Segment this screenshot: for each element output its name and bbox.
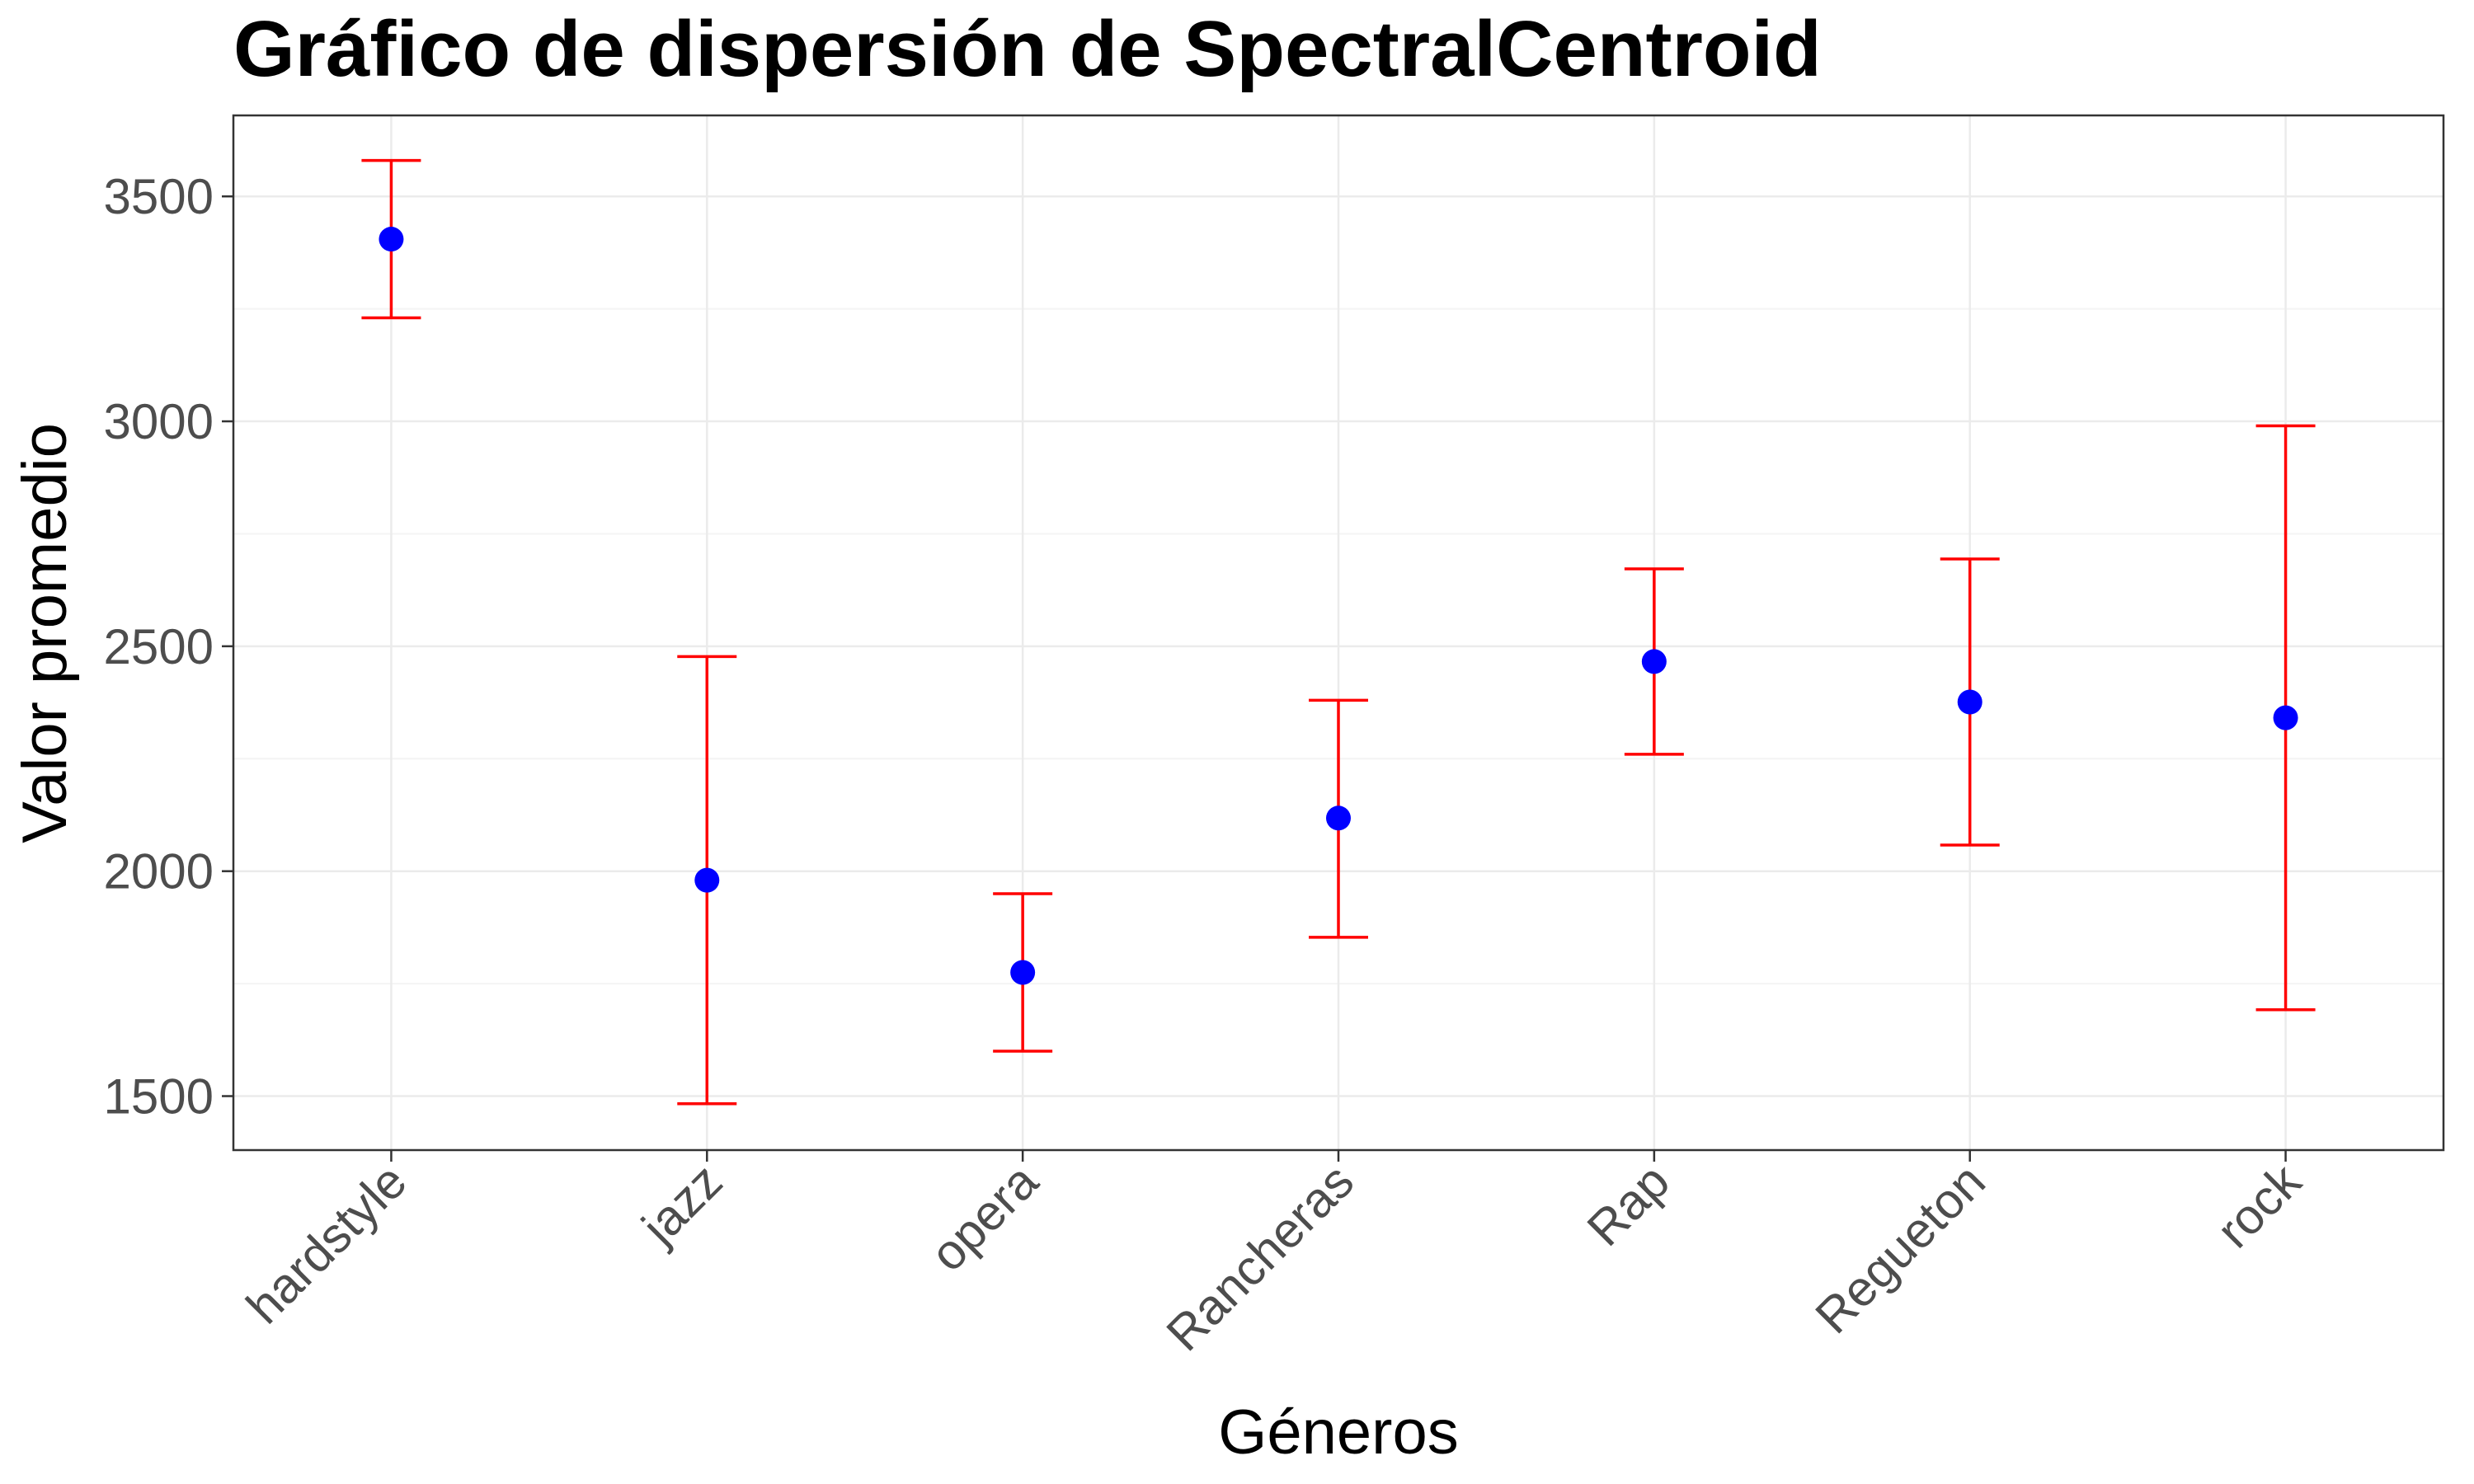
x-tick-label: Rancheras [1156,1153,1365,1362]
data-point [694,867,720,893]
x-tick-label: jazz [630,1153,732,1256]
data-point [379,227,404,252]
x-tick-label: hardstyle [236,1153,417,1335]
x-tick-label: Regueton [1805,1153,1996,1344]
chart-title: Gráfico de dispersión de SpectralCentroi… [233,5,1822,93]
x-tick-label: rock [2206,1153,2312,1258]
data-point [2273,705,2298,730]
y-axis: 1500 2000 2500 3000 3500 [104,169,233,1125]
y-tick-label: 2500 [104,619,214,674]
y-tick-label: 3000 [104,394,214,449]
y-tick-label: 2000 [104,844,214,899]
x-tick-label: Rap [1577,1153,1680,1256]
data-point [1010,960,1036,985]
y-axis-title: Valor promedio [10,423,80,843]
x-axis: hardstyle jazz opera Rancheras Rap Regueton ro… [236,1150,2312,1361]
grid [233,115,2443,1150]
y-tick-label: 1500 [104,1069,214,1125]
data-point [1326,805,1351,831]
data-point [1641,649,1667,674]
data-point [1957,689,1982,715]
data-points [379,227,2298,985]
y-tick-label: 3500 [104,169,214,224]
x-axis-title: Géneros [1218,1397,1459,1468]
x-tick-label: opera [920,1153,1048,1281]
